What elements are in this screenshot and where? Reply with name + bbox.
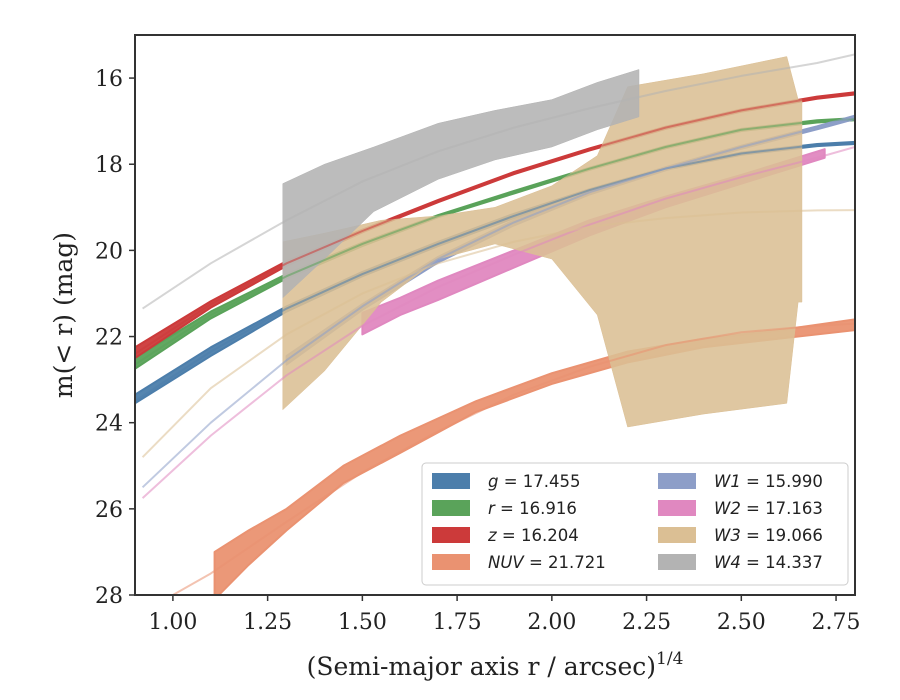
w3-legend-label: W3 = 19.066: [714, 526, 823, 545]
x-axis-title-text: (Semi-major axis r / arcsec): [307, 652, 656, 681]
y-tick-label: 20: [95, 239, 123, 264]
w2-legend-label: W2 = 17.163: [714, 499, 823, 518]
x-tick-label: 2.75: [812, 610, 861, 635]
nuv-legend-swatch: [432, 554, 470, 570]
r-model-curve: [135, 118, 855, 366]
legend: g = 17.455 r = 16.916 z = 16.204 NUV = 21.7…: [421, 462, 849, 586]
nuv-band: [213, 318, 855, 595]
g-legend-swatch: [432, 473, 470, 489]
z-legend-label: z = 16.204: [487, 526, 579, 545]
y-tick-label: 22: [95, 326, 123, 351]
z-model-curve: [135, 92, 855, 355]
g-legend-label: g = 17.455: [488, 472, 581, 491]
w2-model-curve: [141, 146, 855, 499]
y-axis-ticks: 16 18 20 22 24 26 28: [95, 67, 135, 609]
w4-legend-swatch: [658, 554, 696, 570]
x-axis-ticks: 1.00 1.25 1.50 1.75 2.00 2.25 2.50 2.75: [148, 595, 861, 635]
x-tick-label: 1.00: [148, 610, 197, 635]
y-tick-label: 26: [95, 498, 123, 523]
x-axis-title: (Semi-major axis r / arcsec)1/4: [307, 649, 684, 681]
w2-legend-swatch: [658, 500, 696, 516]
nuv-legend-label: NUV = 21.721: [488, 553, 606, 572]
nuv-model-curve: [172, 322, 855, 595]
y-tick-label: 24: [95, 412, 123, 437]
w4-band: [282, 69, 640, 299]
w3-model-curve: [141, 209, 855, 458]
w1-legend-swatch: [658, 473, 696, 489]
legend-items: g = 17.455 r = 16.916 z = 16.204 NUV = 21.7…: [432, 472, 823, 572]
w1-model-curve: [141, 115, 855, 489]
y-tick-label: 16: [95, 67, 123, 92]
x-tick-label: 2.00: [527, 610, 576, 635]
w4-model-curve: [142, 53, 855, 310]
r-legend-swatch: [432, 500, 470, 516]
plot-frame: [134, 34, 856, 596]
g-model-curve: [135, 141, 855, 402]
model-curves: [135, 53, 855, 595]
y-axis-title: m(< r) (mag): [49, 232, 78, 398]
w1-legend-label: W1 = 15.990: [714, 472, 823, 491]
x-axis-title-exponent: 1/4: [656, 649, 683, 669]
y-tick-label: 28: [95, 584, 123, 609]
z-legend-swatch: [432, 527, 470, 543]
x-tick-label: 1.50: [338, 610, 387, 635]
y-tick-label: 18: [95, 153, 123, 178]
w4-legend-label: W4 = 14.337: [714, 553, 823, 572]
x-tick-label: 2.25: [622, 610, 671, 635]
legend-box: [421, 462, 849, 586]
w3-legend-swatch: [658, 527, 696, 543]
x-tick-label: 2.50: [717, 610, 766, 635]
x-tick-label: 1.75: [433, 610, 482, 635]
x-tick-label: 1.25: [243, 610, 292, 635]
r-legend-label: r = 16.916: [488, 499, 577, 518]
